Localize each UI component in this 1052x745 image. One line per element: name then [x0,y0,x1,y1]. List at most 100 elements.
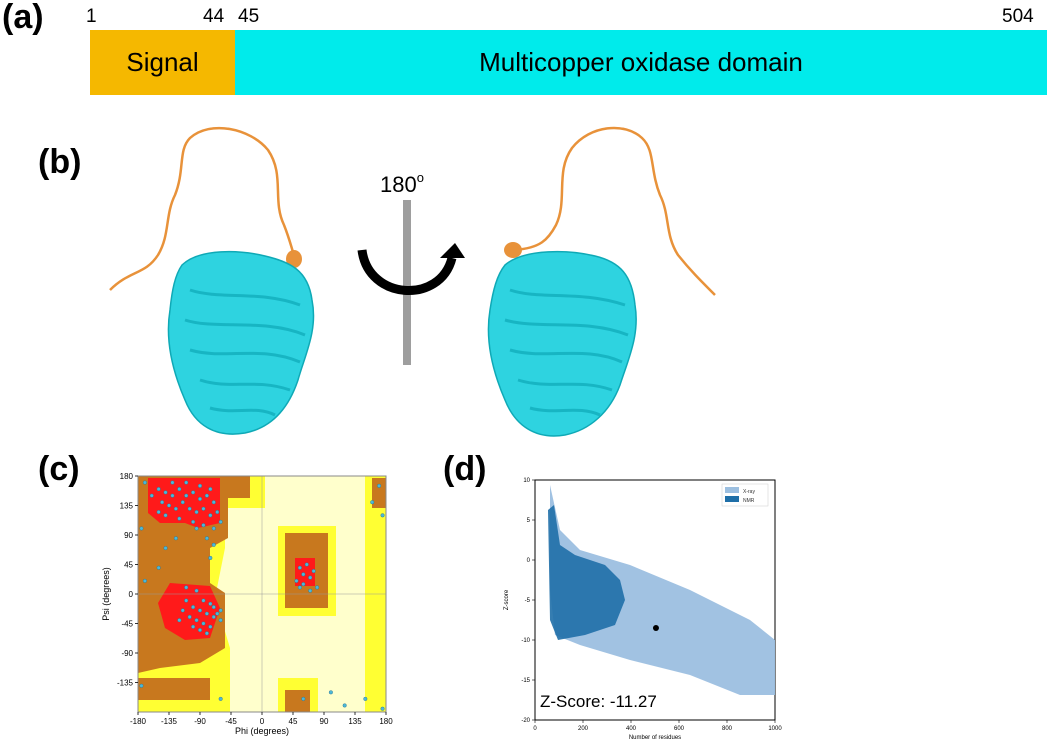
rotation-indicator: 180o [357,170,465,365]
rama-residue-point [311,569,316,574]
zscore-y-tick-label: 10 [523,478,530,484]
rama-residue-point [204,536,209,541]
protein-structure-left [109,126,315,435]
panel-label-b: (b) [38,143,82,181]
rama-residue-point [191,624,196,629]
rama-residue-point [142,480,147,485]
rama-axes: -180 -135 -90 -45 0 45 90 135 180 180 135 90 45 0 -45 -… [117,472,393,726]
signal-domain-label: Signal [126,47,199,77]
rama-residue-point [173,536,178,541]
zscore-x-tick-label: 800 [722,726,733,732]
signal-peptide-loop-right [514,126,716,296]
rama-residue-point [177,516,182,521]
rama-residue-point [215,611,220,616]
signal-peptide-loop-left [109,126,297,291]
rama-residue-point [139,683,144,688]
rama-residue-point [218,519,223,524]
rama-residue-point [156,510,161,515]
zscore-axes: 0 200 400 600 800 1000 10 5 0 -5 -10 -15 -20 [521,478,782,732]
zscore-y-tick-label: -20 [521,718,530,724]
legend-label-nmr: NMR [743,498,755,504]
rama-residue-point [380,706,385,711]
zscore-plot: 0 200 400 600 800 1000 10 5 0 -5 -10 -15 -20 X-ray N… [504,478,782,741]
rama-ylabel: Psi (degrees) [101,567,111,621]
rama-residue-point [201,506,206,511]
zscore-y-tick-label: 0 [527,558,531,564]
rama-residue-point [297,565,302,570]
rama-residue-point [304,562,309,567]
xray-cloud [550,485,775,695]
rama-x-tick-label: -135 [161,717,178,726]
rama-residue-point [184,480,189,485]
rama-x-tick-label: 45 [289,717,298,726]
rama-residue-point [204,611,209,616]
rama-residue-point [184,598,189,603]
rotation-arrowhead [440,243,465,258]
rama-residue-point [170,480,175,485]
rama-x-tick-label: 0 [260,717,265,726]
rama-residue-point [163,513,168,518]
rama-residue-point [197,483,202,488]
zscore-ylabel: Z-score [504,589,510,610]
panel-label-d: (d) [443,450,487,488]
multicopper-oxidase-domain-bar: Multicopper oxidase domain [235,30,1047,95]
rama-y-tick-label: 0 [129,590,134,599]
rama-residue-point [166,503,171,508]
rama-residue-point [194,618,199,623]
rama-residue-point [142,578,147,583]
rama-residue-point [363,696,368,701]
zscore-y-tick-label: -10 [521,638,530,644]
zscore-x-tick-label: 0 [533,726,537,732]
rama-residue-point [156,565,161,570]
rama-x-tick-label: 90 [320,717,329,726]
rama-x-tick-label: -180 [130,717,147,726]
rama-residue-point [191,605,196,610]
protein-structure-right [487,126,716,437]
rama-residue-point [208,624,213,629]
position-label-domain-start: 45 [238,6,260,27]
position-label-start: 1 [86,6,97,27]
rama-y-tick-label: -45 [121,620,133,629]
rama-residue-point [191,519,196,524]
rama-residue-point [218,696,223,701]
rama-y-tick-label: -135 [117,679,134,688]
rama-residue-point [149,493,154,498]
zscore-y-tick-label: 5 [527,518,531,524]
rama-x-tick-label: 135 [348,717,362,726]
zscore-y-tick-label: -5 [525,598,531,604]
rama-residue-point [308,575,313,580]
position-label-end: 504 [1002,6,1034,27]
rama-xlabel: Phi (degrees) [235,726,289,736]
rama-residue-point [208,555,213,560]
structure-panel: 180o [109,126,716,437]
zscore-x-tick-label: 200 [578,726,589,732]
rama-residue-point [180,500,185,505]
rama-x-tick-label: -90 [194,717,206,726]
rama-residue-point [211,526,216,531]
zscore-protein-point [652,625,659,631]
rama-residue-point [215,510,220,515]
rama-residue-point [218,608,223,613]
zscore-legend: X-ray NMR [721,483,769,507]
zscore-xlabel: Number of residues [629,735,681,741]
rama-residue-point [201,523,206,528]
rama-residue-point [194,526,199,531]
rama-residue-point [211,605,216,610]
rama-residue-point [211,614,216,619]
rama-residue-point [197,496,202,501]
rama-residue-point [187,506,192,511]
zscore-annotation: Z-Score: -11.27 [540,692,657,711]
rama-y-tick-label: 135 [120,502,134,511]
rama-residue-point [191,490,196,495]
domain-body-right [487,250,637,437]
rama-residue-point [184,493,189,498]
legend-swatch-xray [725,487,739,493]
rama-residue-point [177,618,182,623]
rama-residue-point [297,585,302,590]
rama-residue-point [377,483,382,488]
rama-residue-point [139,526,144,531]
rama-residue-point [170,493,175,498]
multicopper-oxidase-domain-label: Multicopper oxidase domain [479,47,803,77]
rama-residue-point [204,493,209,498]
rama-residue-point [160,500,165,505]
